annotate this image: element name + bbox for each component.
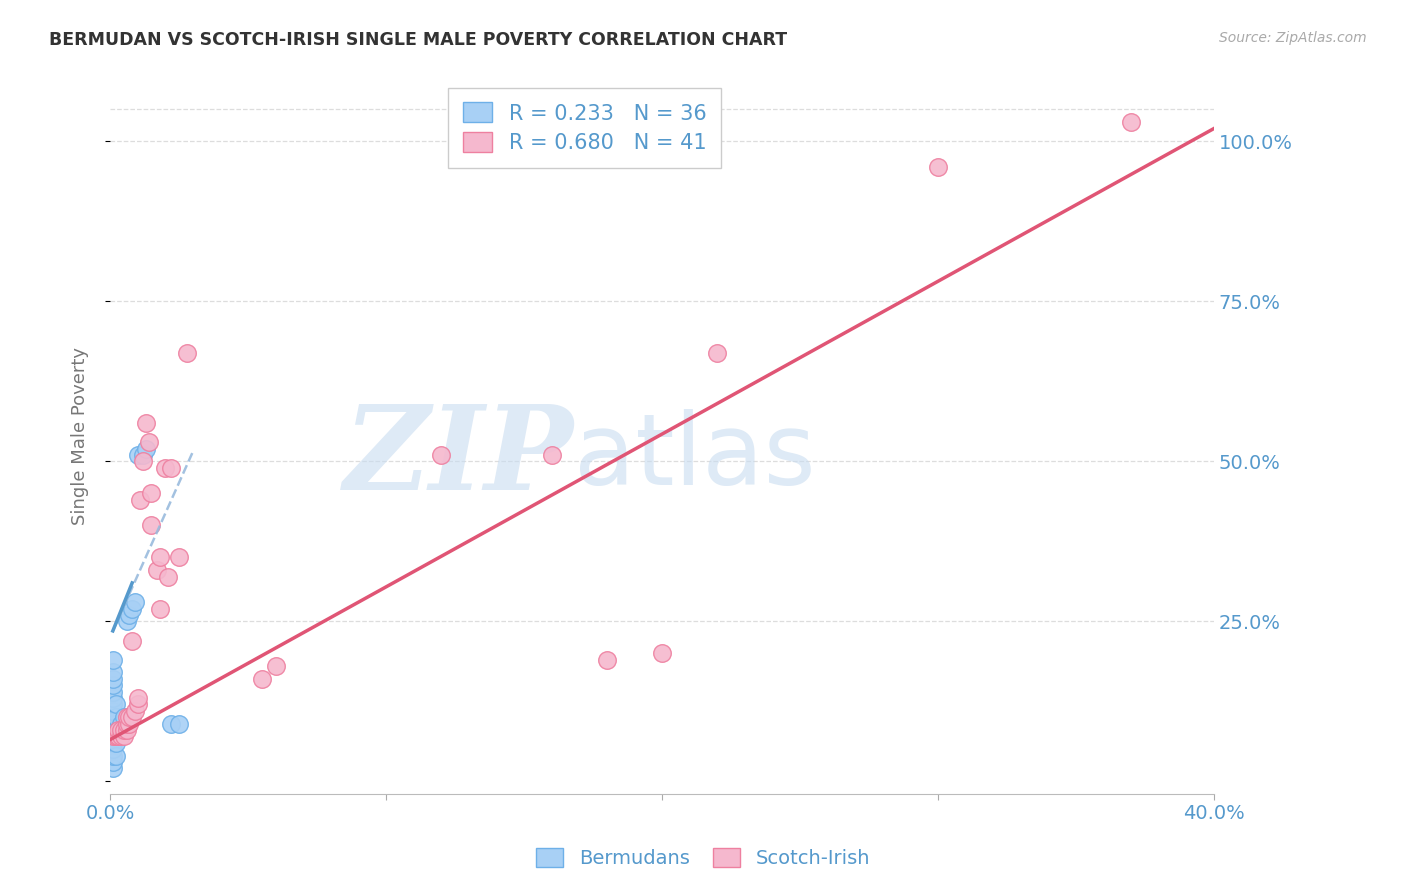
Point — [127, 691, 149, 706]
Text: atlas: atlas — [574, 409, 815, 506]
Point — [110, 730, 132, 744]
Point — [167, 550, 190, 565]
Point — [176, 345, 198, 359]
Point — [104, 723, 127, 737]
Y-axis label: Single Male Poverty: Single Male Poverty — [72, 347, 89, 524]
Point — [138, 435, 160, 450]
Point — [112, 730, 135, 744]
Point — [124, 595, 146, 609]
Point — [135, 416, 157, 430]
Point — [135, 442, 157, 456]
Point — [101, 748, 124, 763]
Point — [110, 723, 132, 737]
Point — [115, 615, 138, 629]
Point — [101, 684, 124, 698]
Point — [101, 678, 124, 692]
Point — [129, 492, 152, 507]
Point — [101, 736, 124, 750]
Text: Source: ZipAtlas.com: Source: ZipAtlas.com — [1219, 31, 1367, 45]
Point — [540, 448, 562, 462]
Point — [146, 563, 169, 577]
Point — [264, 659, 287, 673]
Point — [159, 716, 181, 731]
Point — [127, 698, 149, 712]
Point — [104, 698, 127, 712]
Point — [141, 518, 163, 533]
Point — [141, 486, 163, 500]
Point — [107, 723, 129, 737]
Point — [118, 716, 141, 731]
Point — [101, 653, 124, 667]
Point — [101, 730, 124, 744]
Point — [651, 646, 673, 660]
Point — [132, 448, 155, 462]
Point — [107, 730, 129, 744]
Point — [156, 569, 179, 583]
Point — [104, 748, 127, 763]
Point — [112, 723, 135, 737]
Point — [927, 160, 949, 174]
Legend: Bermudans, Scotch-Irish: Bermudans, Scotch-Irish — [526, 838, 880, 878]
Point — [596, 653, 619, 667]
Point — [121, 633, 143, 648]
Point — [101, 723, 124, 737]
Point — [159, 460, 181, 475]
Point — [107, 723, 129, 737]
Point — [101, 710, 124, 724]
Point — [101, 691, 124, 706]
Point — [118, 607, 141, 622]
Point — [115, 716, 138, 731]
Text: BERMUDAN VS SCOTCH-IRISH SINGLE MALE POVERTY CORRELATION CHART: BERMUDAN VS SCOTCH-IRISH SINGLE MALE POV… — [49, 31, 787, 49]
Point — [110, 723, 132, 737]
Point — [101, 762, 124, 776]
Point — [101, 698, 124, 712]
Point — [101, 742, 124, 756]
Point — [112, 710, 135, 724]
Point — [149, 601, 172, 615]
Point — [706, 345, 728, 359]
Point — [104, 710, 127, 724]
Point — [101, 665, 124, 680]
Point — [121, 601, 143, 615]
Point — [101, 672, 124, 686]
Point — [1119, 115, 1142, 129]
Point — [101, 716, 124, 731]
Point — [132, 454, 155, 468]
Point — [167, 716, 190, 731]
Point — [155, 460, 177, 475]
Point — [430, 448, 453, 462]
Point — [101, 704, 124, 718]
Point — [104, 730, 127, 744]
Point — [121, 710, 143, 724]
Point — [101, 755, 124, 769]
Point — [107, 730, 129, 744]
Point — [104, 736, 127, 750]
Point — [124, 704, 146, 718]
Point — [101, 730, 124, 744]
Legend: R = 0.233   N = 36, R = 0.680   N = 41: R = 0.233 N = 36, R = 0.680 N = 41 — [449, 87, 721, 168]
Point — [250, 672, 273, 686]
Point — [149, 550, 172, 565]
Point — [118, 710, 141, 724]
Point — [115, 710, 138, 724]
Point — [110, 716, 132, 731]
Point — [127, 448, 149, 462]
Text: ZIP: ZIP — [343, 400, 574, 515]
Point — [115, 723, 138, 737]
